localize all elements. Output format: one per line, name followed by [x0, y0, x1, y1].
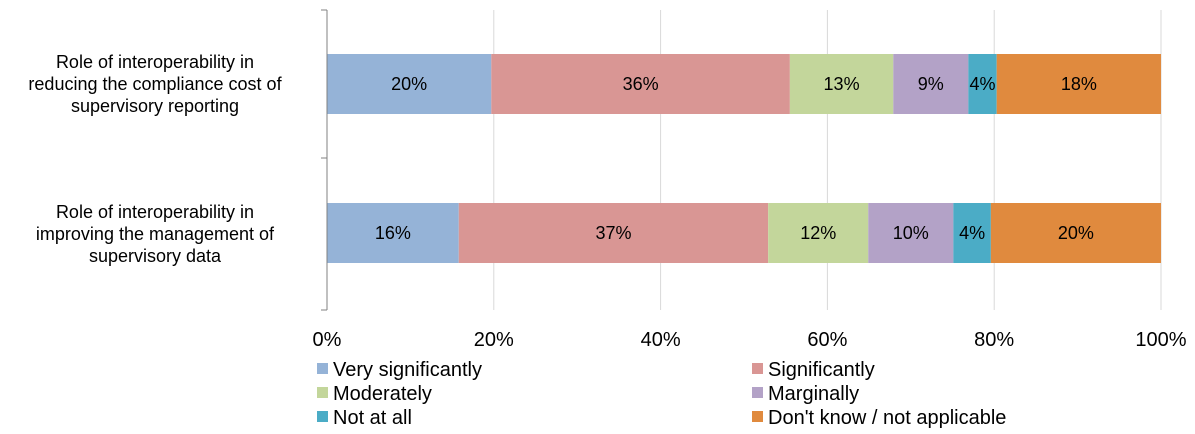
- bar-segment: [491, 54, 790, 114]
- bar-segment: [893, 54, 969, 114]
- legend-label: Moderately: [333, 383, 432, 405]
- axes: [321, 9, 328, 311]
- bar-segment: [327, 203, 459, 263]
- x-tick-labels: 0% 20% 40% 60% 80% 100%: [313, 329, 1187, 351]
- data-label: 20%: [391, 74, 427, 94]
- x-tick-label: 0%: [313, 329, 342, 351]
- legend-label: Significantly: [768, 359, 875, 381]
- data-label: 10%: [893, 223, 929, 243]
- category-label: supervisory data: [89, 246, 222, 266]
- x-tick-label: 80%: [974, 329, 1014, 351]
- category-label: improving the management of: [36, 224, 275, 244]
- data-label: 4%: [959, 223, 985, 243]
- bar-segment: [789, 54, 894, 114]
- data-label: 13%: [824, 74, 860, 94]
- legend-label: Marginally: [768, 383, 859, 405]
- legend-label: Very significantly: [333, 359, 482, 381]
- category-label: supervisory reporting: [71, 96, 239, 116]
- legend-swatch: [317, 411, 328, 422]
- bar-segment: [996, 54, 1161, 114]
- legend-label: Don't know / not applicable: [768, 407, 1006, 429]
- bar-segment: [458, 203, 769, 263]
- bars: [327, 54, 1161, 263]
- bar-segment: [768, 203, 869, 263]
- data-label: 36%: [623, 74, 659, 94]
- category-label: Role of interoperability in: [56, 52, 254, 72]
- data-label: 4%: [970, 74, 996, 94]
- data-label: 37%: [595, 223, 631, 243]
- data-label: 16%: [375, 223, 411, 243]
- x-tick-label: 20%: [474, 329, 514, 351]
- category-label: reducing the compliance cost of: [28, 74, 282, 94]
- category-label: Role of interoperability in: [56, 202, 254, 222]
- x-tick-label: 100%: [1135, 329, 1186, 351]
- data-label: 20%: [1058, 223, 1094, 243]
- legend-swatch: [317, 363, 328, 374]
- legend-swatch: [752, 363, 763, 374]
- legend-label: Not at all: [333, 407, 412, 429]
- bar-segment: [327, 54, 492, 114]
- data-label: 9%: [918, 74, 944, 94]
- bar-segment: [990, 203, 1161, 263]
- legend-swatch: [317, 387, 328, 398]
- legend: Very significantly Significantly Moderatel…: [317, 359, 1006, 429]
- x-tick-label: 60%: [807, 329, 847, 351]
- data-label: 12%: [800, 223, 836, 243]
- data-label: 18%: [1061, 74, 1097, 94]
- bar-segment: [953, 203, 991, 263]
- data-labels: 20% 36% 13% 9% 4% 18% 16% 37% 12% 10% 4% 20%: [375, 74, 1097, 243]
- bar-segment: [968, 54, 997, 114]
- legend-swatch: [752, 411, 763, 422]
- x-tick-label: 40%: [641, 329, 681, 351]
- bar-segment: [868, 203, 954, 263]
- legend-swatch: [752, 387, 763, 398]
